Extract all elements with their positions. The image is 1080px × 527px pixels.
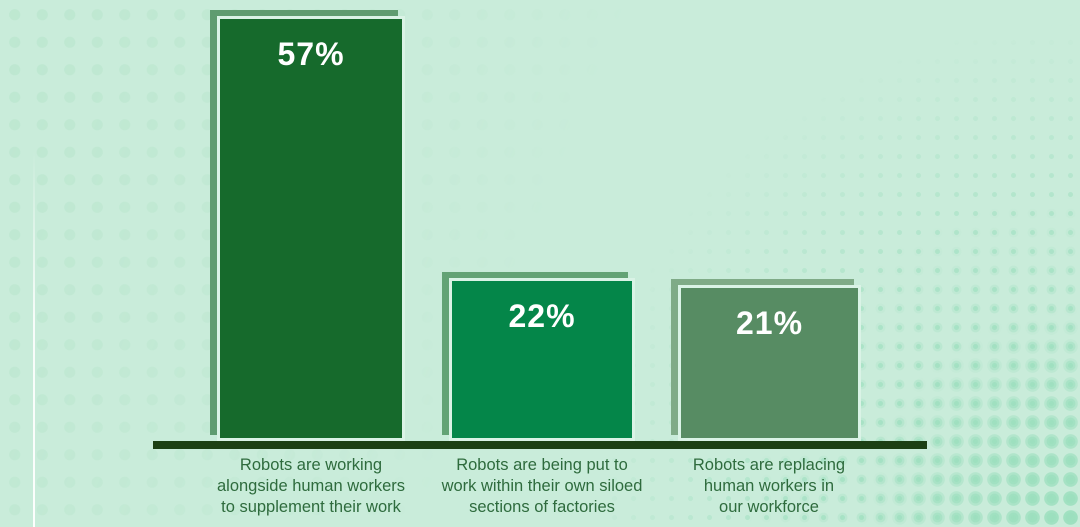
label-line: sections of factories bbox=[469, 498, 615, 516]
decorative-vertical-line bbox=[33, 150, 35, 527]
label-line: Robots are replacing bbox=[692, 456, 846, 474]
bar-supplement-work: 57% bbox=[217, 16, 405, 441]
label-line: work within their own siloed bbox=[441, 477, 643, 495]
bar-value-label: 21% bbox=[735, 305, 804, 341]
bar-replacing-workers: 21% bbox=[678, 285, 861, 441]
category-label-supplement-work: Robots are working alongside human worke… bbox=[161, 455, 461, 518]
bar-siloed-sections: 22% bbox=[449, 278, 635, 441]
category-label-replacing-workers: Robots are replacing human workers in ou… bbox=[619, 455, 919, 518]
label-line: Robots are being put to bbox=[456, 456, 628, 474]
bar-value-label: 57% bbox=[277, 36, 345, 72]
bar-value-label: 22% bbox=[508, 298, 576, 334]
label-line: to supplement their work bbox=[221, 498, 401, 516]
x-axis-baseline bbox=[153, 441, 927, 449]
label-line: alongside human workers bbox=[216, 477, 406, 495]
label-line: Robots are working bbox=[239, 456, 383, 474]
category-label-siloed-sections: Robots are being put to work within thei… bbox=[392, 455, 692, 518]
label-line: our workforce bbox=[719, 498, 819, 516]
label-line: human workers in bbox=[703, 477, 835, 495]
